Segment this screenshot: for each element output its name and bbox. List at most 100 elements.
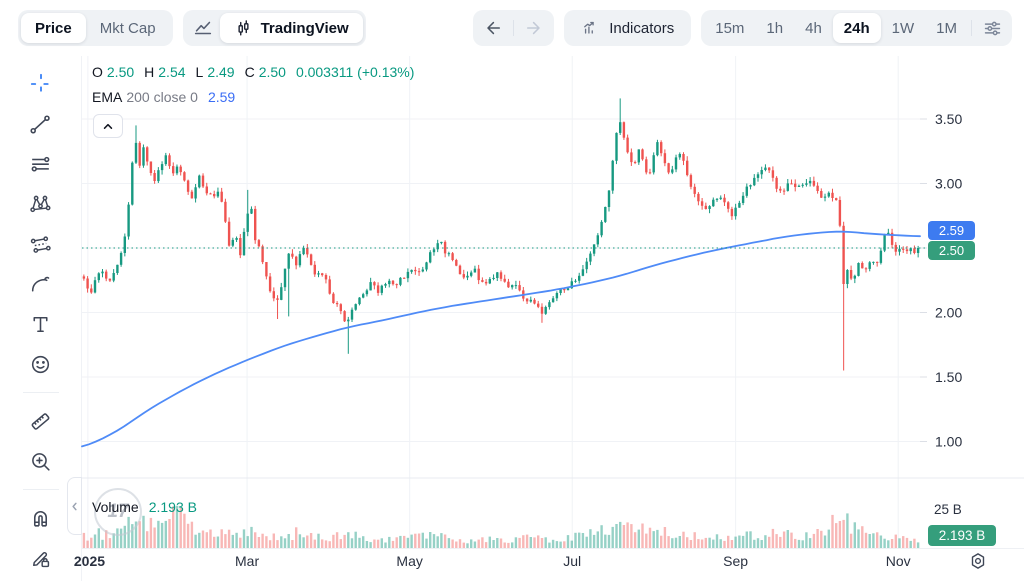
tab-1h[interactable]: 1h <box>755 13 794 43</box>
svg-text:Mar: Mar <box>235 553 259 569</box>
chart-area: 3.50 3.00 2.50 2.00 1.50 1.00 2025 Mar May Jul Sep… <box>67 56 1024 581</box>
price-tab[interactable]: Price <box>21 13 86 43</box>
emoji-icon <box>28 352 53 377</box>
emoji-tool[interactable] <box>24 347 58 381</box>
change-value: 0.003311 (+0.13%) <box>295 64 415 80</box>
parallel-channel-tool[interactable] <box>24 227 58 261</box>
back-arrow-button[interactable] <box>476 13 510 43</box>
tab-24h[interactable]: 24h <box>832 13 881 43</box>
volume-legend: Volume 2.193 B <box>92 499 197 515</box>
svg-text:3.50: 3.50 <box>935 111 962 127</box>
ema-value: 2.59 <box>207 89 236 105</box>
volume-label: Volume <box>92 499 139 515</box>
chart-type-toggle: TradingView <box>182 10 366 46</box>
open-label: O <box>92 64 103 80</box>
high-value: 2.54 <box>158 64 186 80</box>
xabcd-pattern-icon <box>28 192 53 217</box>
timeframe-selector: 15m 1h 4h 24h 1W 1M <box>701 10 1012 46</box>
svg-text:2025: 2025 <box>74 553 105 569</box>
ohlc-row: O 2.50 H 2.54 L 2.49 C 2.50 0.003311 (+0… <box>92 64 418 80</box>
drawing-toolbar <box>0 56 82 581</box>
trend-line-icon <box>28 112 53 137</box>
text-tool[interactable] <box>24 307 58 341</box>
candles <box>82 98 920 371</box>
zoom-in-tool[interactable] <box>24 444 58 478</box>
close-value: 2.50 <box>258 64 286 80</box>
indicators-icon <box>581 18 601 38</box>
tab-1m[interactable]: 1M <box>925 13 968 43</box>
collapse-legend-button[interactable] <box>93 114 123 138</box>
high-label: H <box>144 64 155 80</box>
ema-params: 200 close 0 <box>126 89 198 105</box>
svg-text:Jul: Jul <box>563 553 581 569</box>
ema-price-badge: 2.59 <box>928 221 975 240</box>
mktcap-tab[interactable]: Mkt Cap <box>86 13 170 43</box>
svg-text:Nov: Nov <box>886 553 911 569</box>
line-chart-icon <box>192 17 214 39</box>
open-value: 2.50 <box>106 64 135 80</box>
svg-text:Sep: Sep <box>723 553 748 569</box>
panel-collapse-handle[interactable] <box>67 477 82 535</box>
ema-label: EMA <box>92 89 123 105</box>
volume-value: 2.193 B <box>148 499 197 515</box>
ema-line <box>81 230 921 448</box>
line-chart-button[interactable] <box>186 13 220 43</box>
chevron-up-icon <box>100 120 116 132</box>
trend-line-tool[interactable] <box>24 107 58 141</box>
pencil-lock-icon <box>28 546 53 571</box>
toolbar-divider <box>22 489 59 490</box>
tab-15m[interactable]: 15m <box>704 13 755 43</box>
price-mktcap-toggle: Price Mkt Cap <box>18 10 173 46</box>
tradingview-chart-button[interactable]: TradingView <box>219 13 363 43</box>
magnet-icon <box>28 506 53 531</box>
gear-icon <box>967 550 989 572</box>
svg-text:May: May <box>396 553 422 569</box>
volume-axis-max-label: 25 B <box>934 502 962 517</box>
current-volume-badge: 2.193 B <box>928 525 996 546</box>
zoom-in-icon <box>28 449 53 474</box>
tab-1w[interactable]: 1W <box>881 13 926 43</box>
parallel-channel-icon <box>28 232 53 257</box>
divider <box>971 20 972 36</box>
measure-tool[interactable] <box>24 404 58 438</box>
lock-drawings-tool[interactable] <box>24 541 58 575</box>
chart-toolbar: Price Mkt Cap <box>0 0 1024 56</box>
horizontal-lines-icon <box>28 152 53 177</box>
indicators-button[interactable]: Indicators <box>567 13 688 43</box>
history-nav <box>473 10 555 46</box>
volume-bars <box>82 505 920 548</box>
chart-overlays <box>81 230 926 448</box>
indicators-label: Indicators <box>609 19 675 37</box>
ruler-icon <box>28 409 53 434</box>
chart-settings-button[interactable] <box>975 13 1009 43</box>
horizontal-lines-tool[interactable] <box>24 147 58 181</box>
tradingview-label: TradingView <box>260 19 349 37</box>
svg-text:1.00: 1.00 <box>935 434 962 450</box>
magnet-tool[interactable] <box>24 501 58 535</box>
low-value: 2.49 <box>207 64 235 80</box>
ema-row: EMA 200 close 0 2.59 <box>92 89 418 105</box>
coin-logo-watermark: 17 <box>94 488 142 536</box>
brush-icon <box>28 272 53 297</box>
xabcd-pattern-tool[interactable] <box>24 187 58 221</box>
crosshair-tool[interactable] <box>24 67 58 101</box>
current-price-badge: 2.50 <box>928 241 975 260</box>
tab-4h[interactable]: 4h <box>794 13 833 43</box>
indicators-group: Indicators <box>564 10 692 46</box>
low-label: L <box>195 64 204 80</box>
close-label: C <box>244 64 255 80</box>
axis-labels: 3.503.002.502.001.501.002025MarMayJulSep… <box>74 111 963 569</box>
axis-settings-button[interactable] <box>964 548 992 574</box>
divider <box>513 20 515 36</box>
forward-arrow-button[interactable] <box>517 13 551 43</box>
crosshair-icon <box>28 71 54 97</box>
sliders-icon <box>982 18 1003 39</box>
chevron-left-icon <box>70 500 79 513</box>
price-chart-canvas[interactable]: 3.50 3.00 2.50 2.00 1.50 1.00 2025 Mar May Jul Sep… <box>74 56 1024 581</box>
ohlc-legend: O 2.50 H 2.54 L 2.49 C 2.50 0.003311 (+0… <box>92 64 418 114</box>
svg-text:1.50: 1.50 <box>935 369 962 385</box>
svg-text:2.00: 2.00 <box>935 305 962 321</box>
toolbar-divider <box>22 392 59 393</box>
brush-tool[interactable] <box>24 267 58 301</box>
text-icon <box>28 312 53 337</box>
